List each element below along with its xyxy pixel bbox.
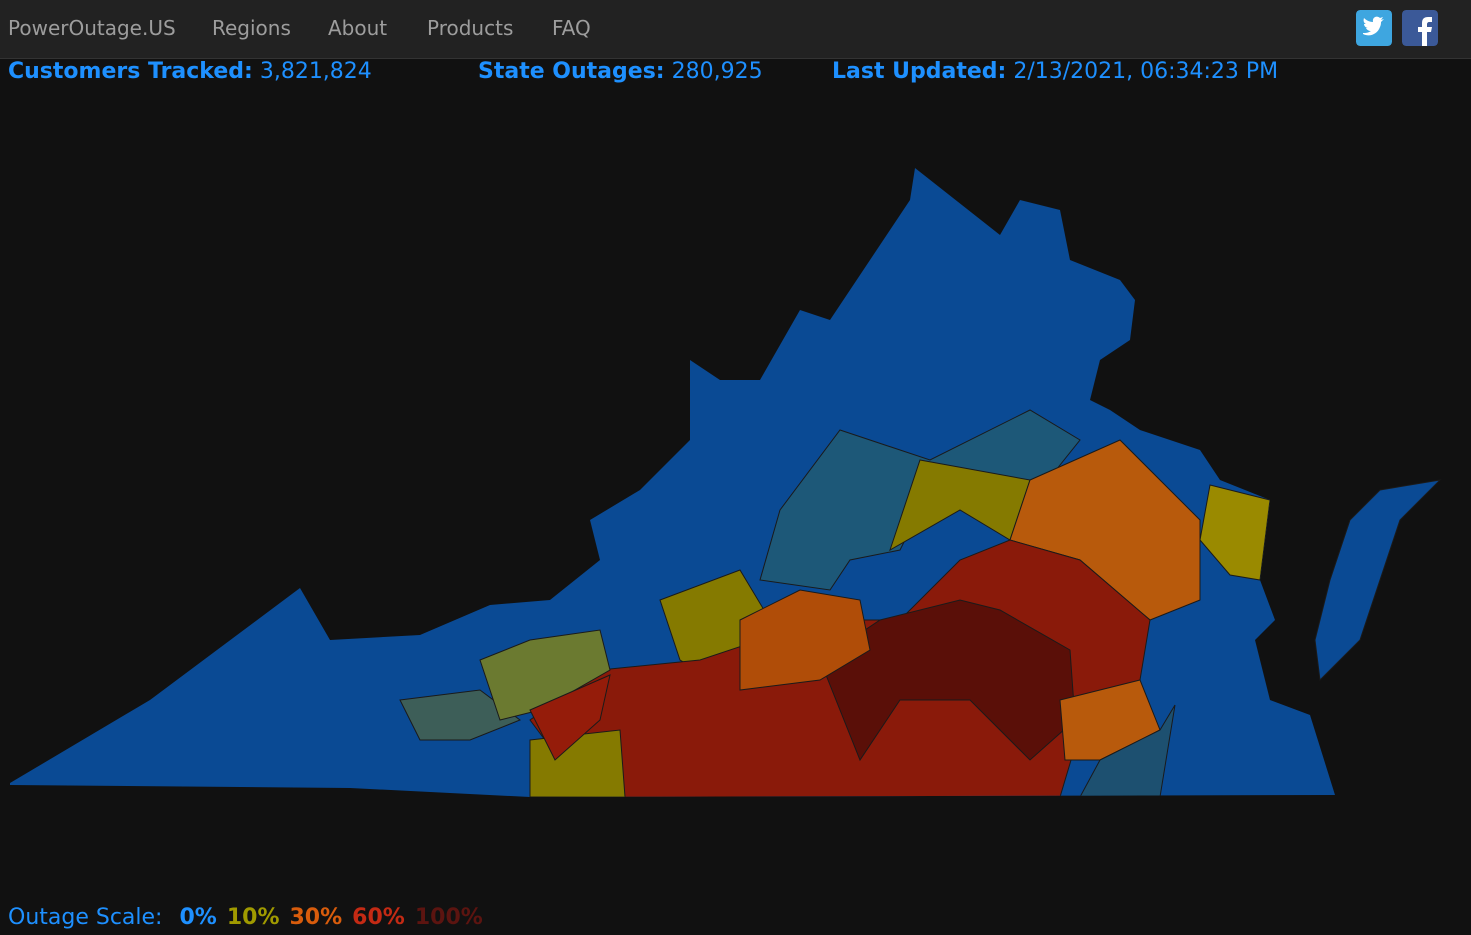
text: 0%: [179, 905, 217, 930]
counties: [10, 168, 1335, 797]
navbar: PowerOutage.US Regions About Products FA…: [0, 0, 1471, 59]
brand-link[interactable]: PowerOutage.US: [8, 16, 176, 40]
text: 60%: [352, 905, 405, 930]
text: Customers Tracked:: [8, 59, 253, 84]
state-map: [10, 168, 1442, 797]
text: Outage Scale:: [8, 905, 163, 930]
text: Last Updated:: [832, 59, 1007, 84]
twitter-button[interactable]: [1356, 10, 1392, 46]
stat-updated: Last Updated: 2/13/2021, 06:34:23 PM: [832, 59, 1278, 84]
facebook-button[interactable]: [1402, 10, 1438, 46]
outage-scale: Outage Scale: 0% 10% 30% 60% 100%: [8, 905, 483, 930]
stat-outages: State Outages: 280,925: [478, 59, 763, 84]
nav-link[interactable]: FAQ: [552, 16, 591, 40]
text: 2/13/2021, 06:34:23 PM: [1013, 59, 1279, 84]
nav-link[interactable]: About: [328, 16, 388, 40]
text: 3,821,824: [259, 59, 372, 84]
nav-link[interactable]: Products: [427, 16, 514, 40]
text: 280,925: [671, 59, 763, 84]
text: 10%: [226, 905, 280, 930]
stat-customers: Customers Tracked: 3,821,824: [8, 59, 372, 84]
text: State Outages:: [478, 59, 665, 84]
text: 100%: [414, 905, 483, 930]
eastern-shore: [1314, 479, 1442, 682]
text: 30%: [289, 905, 343, 930]
nav-link[interactable]: Regions: [212, 16, 291, 40]
